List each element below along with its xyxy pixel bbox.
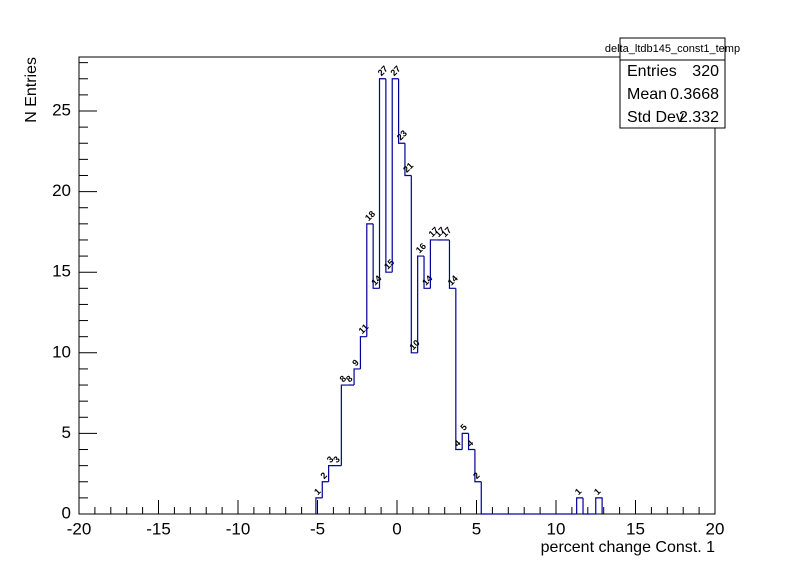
histogram-bin (372, 223, 380, 289)
stats-value: 2.332 (679, 109, 719, 126)
value-label: 2 (471, 470, 482, 481)
value-label: 1 (592, 486, 603, 497)
x-tick-label: -10 (226, 519, 251, 538)
histogram-bin (315, 497, 323, 514)
value-label: 2 (318, 470, 329, 481)
value-label: 1 (312, 486, 323, 497)
histogram-bin (423, 256, 431, 289)
histogram-bin (328, 465, 335, 482)
x-tick-label: 20 (706, 519, 725, 538)
histogram-bin (321, 481, 329, 498)
stats-label: Mean (627, 86, 667, 103)
value-label: 3 (331, 454, 342, 465)
y-tick-label: 15 (52, 262, 71, 281)
x-tick-label: -20 (67, 519, 92, 538)
value-label: 4 (452, 438, 463, 449)
y-tick-label: 10 (52, 342, 71, 361)
value-label: 4 (465, 438, 476, 449)
y-axis-title: N Entries (23, 57, 40, 123)
histogram-bin (340, 384, 348, 466)
stats-title: delta_ltdb145_const1_temp (605, 43, 740, 55)
histogram-bin (404, 143, 412, 177)
histogram-bin (467, 433, 475, 451)
value-label: 8 (338, 374, 349, 385)
histogram-bin (461, 432, 469, 450)
histogram-bin (385, 78, 393, 273)
y-tick-label: 20 (52, 181, 71, 200)
value-label: 1 (573, 486, 584, 497)
histogram-bin (353, 368, 361, 386)
y-tick-label: 0 (62, 503, 71, 522)
value-label: 8 (344, 374, 355, 385)
histogram-bin (397, 78, 405, 144)
stats-value: 320 (692, 63, 719, 80)
stats-value: 0.3668 (670, 86, 719, 103)
stats-label: Entries (627, 63, 677, 80)
x-tick-label: 0 (392, 519, 401, 538)
x-tick-label: 10 (547, 519, 566, 538)
histogram-bin (410, 175, 418, 354)
histogram-bin (576, 497, 584, 514)
histogram-bin (455, 288, 463, 451)
x-tick-label: -15 (146, 519, 171, 538)
x-axis-title: percent change Const. 1 (541, 539, 715, 556)
value-label: 3 (325, 454, 336, 465)
histogram-bin (391, 78, 399, 273)
histogram-bin (474, 449, 482, 483)
histogram-bin (366, 223, 374, 337)
histogram-bin (582, 497, 590, 515)
x-tick-label: 5 (472, 519, 481, 538)
histogram-bin (429, 239, 437, 289)
x-tick-label: 15 (626, 519, 645, 538)
histogram-bin (480, 481, 488, 515)
histogram-bin (595, 497, 603, 514)
stats-box (619, 37, 726, 129)
value-label: 9 (350, 357, 361, 368)
histogram-bin (378, 78, 386, 289)
value-label: 5 (458, 422, 469, 433)
x-tick-label: -5 (310, 519, 325, 538)
stats-label: Std Dev (627, 109, 684, 126)
histogram-bin (448, 239, 456, 289)
y-tick-label: 25 (52, 100, 71, 119)
histogram-bin (359, 336, 367, 369)
histogram-bin (417, 255, 425, 353)
y-tick-label: 5 (62, 423, 71, 442)
